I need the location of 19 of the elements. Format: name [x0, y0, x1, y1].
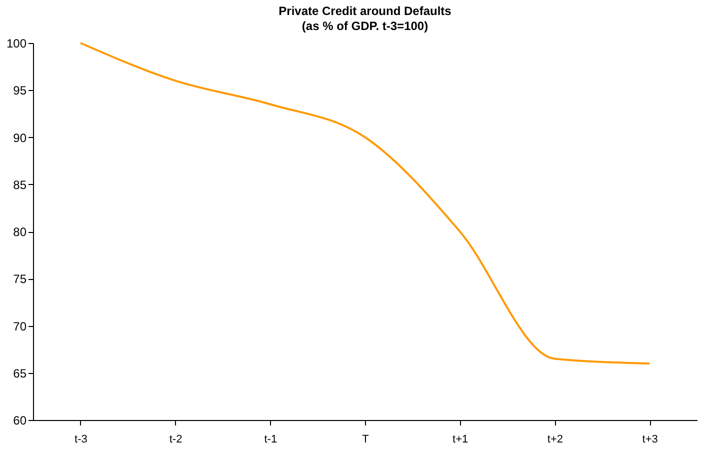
line-series [79, 42, 651, 364]
x-tick-label: t-1 [264, 434, 278, 446]
y-tick-label: 95 [13, 84, 27, 98]
x-tick-label: t+3 [642, 434, 658, 446]
x-tick-label: t-3 [74, 434, 88, 446]
y-tick-label: 90 [13, 130, 27, 145]
y-tick-label: 100 [6, 36, 27, 50]
chart-title: Private Credit around Defaults [278, 4, 452, 18]
x-tick-label: t+2 [547, 434, 564, 446]
y-tick-label: 70 [13, 319, 27, 334]
y-tick-label: 80 [13, 225, 27, 239]
y-tick-label: 75 [13, 272, 27, 286]
y-tick-label: 60 [13, 414, 27, 428]
x-tick-label: T [362, 434, 370, 446]
x-tick-label: t-2 [169, 434, 182, 446]
x-tick-label: t+1 [452, 434, 468, 446]
chart-subtitle: (as % of GDP. t-3=100) [302, 19, 428, 33]
y-tick-label: 65 [13, 366, 27, 380]
y-tick-label: 85 [13, 178, 27, 192]
